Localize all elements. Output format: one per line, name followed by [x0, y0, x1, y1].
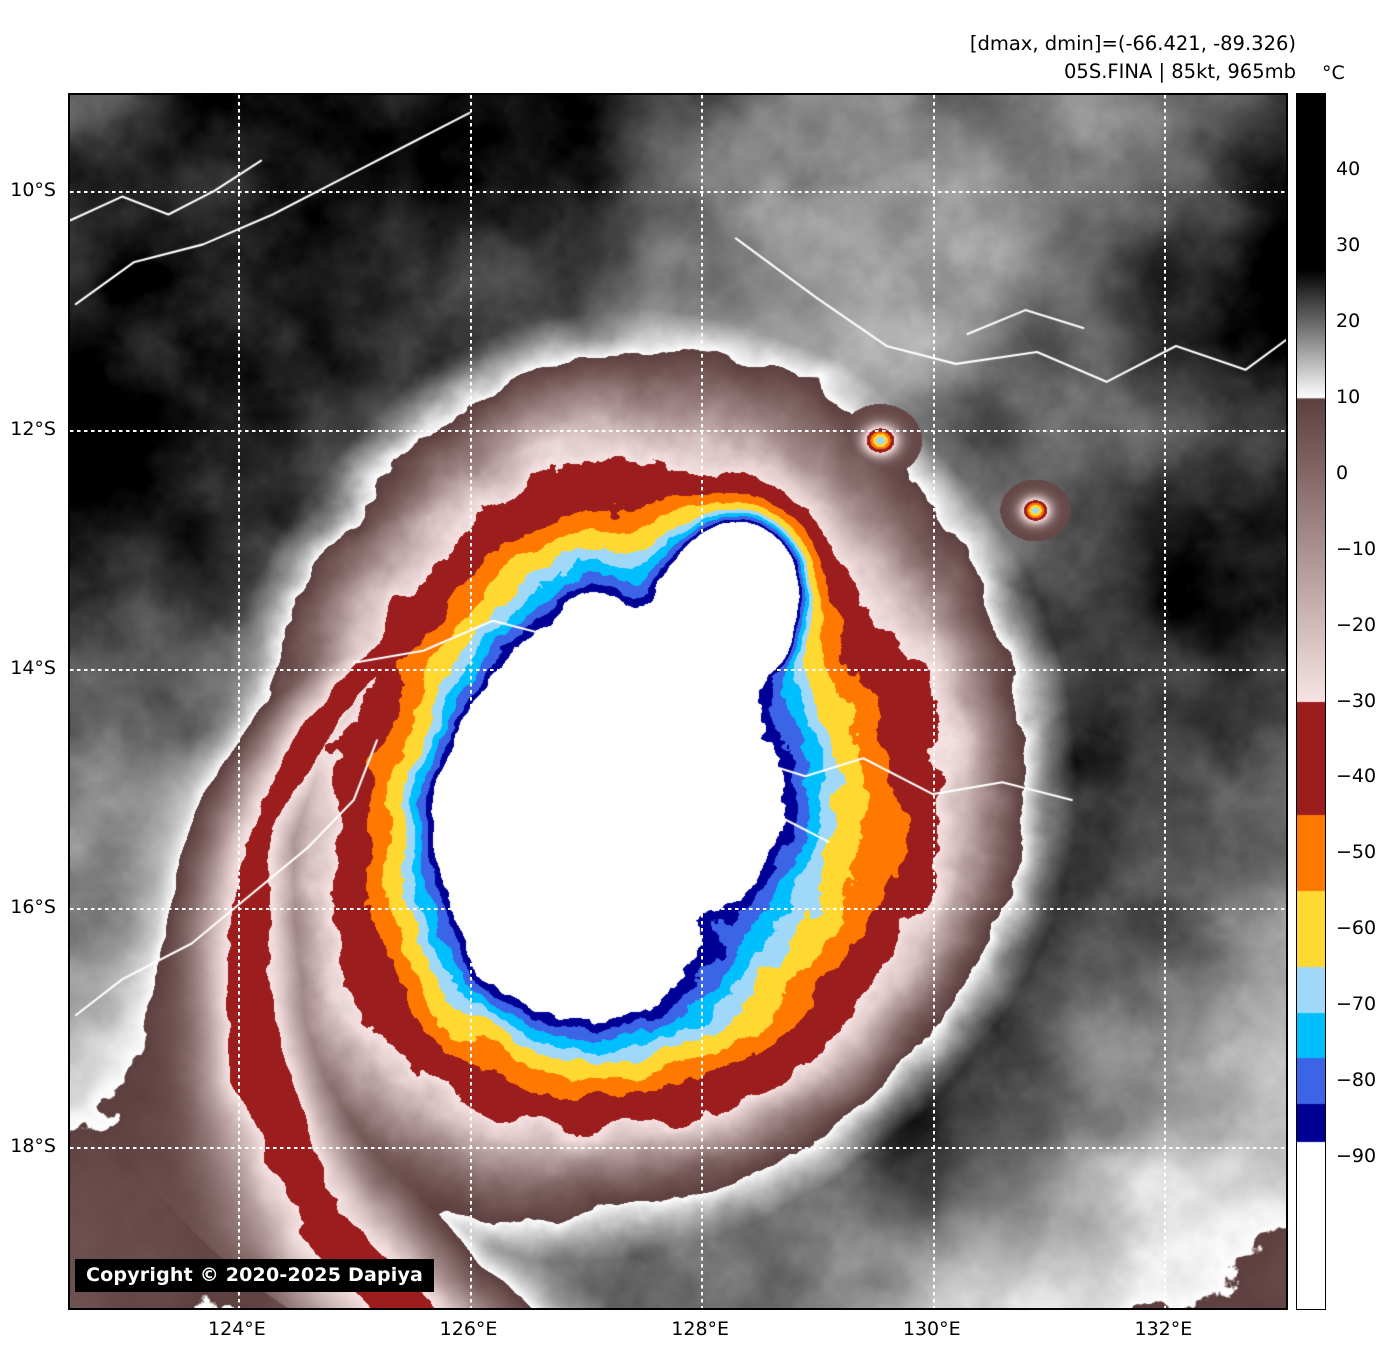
- colorbar-tick-label: −60: [1336, 917, 1377, 940]
- ytick-label: 18°S: [10, 1134, 56, 1157]
- colorbar-tick-label: −30: [1336, 689, 1377, 712]
- xtick-label: 132°E: [1134, 1318, 1193, 1340]
- colorbar-tick-label: −40: [1336, 765, 1377, 788]
- colorbar-canvas: [1297, 94, 1325, 1309]
- colorbar-tick-label: −20: [1336, 613, 1377, 636]
- xtick-label: 130°E: [902, 1318, 961, 1340]
- metadata-block: [dmax, dmin]=(-66.421, -89.326) 05S.FINA…: [970, 30, 1296, 85]
- ytick-label: 10°S: [10, 178, 56, 201]
- colorbar-gradient: [1296, 93, 1326, 1310]
- colorbar-tick-label: 0: [1336, 461, 1349, 484]
- colorbar-tick-label: −70: [1336, 993, 1377, 1016]
- copyright-banner: Copyright © 2020-2025 Dapiya: [75, 1259, 435, 1292]
- colorbar-tick-label: −10: [1336, 537, 1377, 560]
- satellite-imagery-plot: Copyright © 2020-2025 Dapiya: [68, 93, 1288, 1310]
- colorbar-tick-label: −50: [1336, 841, 1377, 864]
- colorbar-tick-label: 20: [1336, 309, 1361, 332]
- ytick-label: 16°S: [10, 895, 56, 918]
- ytick-label: 14°S: [10, 656, 56, 679]
- colorbar-tick-label: −90: [1336, 1145, 1377, 1168]
- xtick-label: 128°E: [671, 1318, 730, 1340]
- colorbar-tick-label: 10: [1336, 385, 1361, 408]
- data-range-label: [dmax, dmin]=(-66.421, -89.326): [969, 32, 1296, 55]
- temperature-colorbar: 40 30 20 10 0 −10 −20 −30 −40 −50 −60 −70 −80 −90: [1296, 93, 1376, 1310]
- colorbar-unit-label: °C: [1322, 62, 1345, 84]
- ytick-label: 12°S: [10, 417, 56, 440]
- xtick-label: 126°E: [439, 1318, 498, 1340]
- infrared-brightness-temperature-raster: [70, 95, 1286, 1308]
- colorbar-tick-label: 30: [1336, 233, 1361, 256]
- storm-intensity-label: 05S.FINA | 85kt, 965mb: [1064, 59, 1296, 83]
- xtick-label: 124°E: [208, 1318, 266, 1340]
- colorbar-tick-label: −80: [1336, 1069, 1377, 1092]
- colorbar-tick-label: 40: [1336, 157, 1361, 180]
